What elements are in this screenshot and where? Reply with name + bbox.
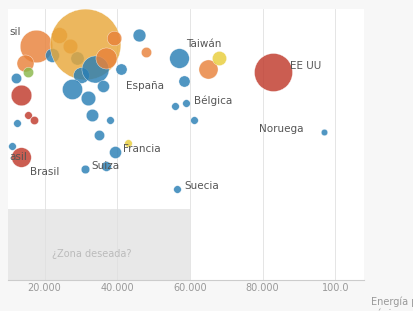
Text: ¿Zona deseada?: ¿Zona deseada?: [52, 249, 131, 259]
Point: [18, 92, 24, 97]
Text: sil: sil: [9, 27, 21, 37]
Point: [215, 55, 222, 60]
Point: [320, 129, 327, 134]
Point: [110, 35, 116, 40]
Text: Brasil: Brasil: [30, 167, 59, 177]
Point: [125, 141, 131, 146]
Point: [14, 121, 21, 126]
Point: [12, 75, 19, 80]
Point: [183, 101, 189, 106]
Text: España: España: [126, 81, 164, 91]
Point: [25, 112, 31, 117]
Point: [142, 49, 149, 54]
Point: [190, 118, 197, 123]
Point: [18, 155, 24, 160]
Text: Bélgica: Bélgica: [193, 95, 231, 106]
Text: Energía p
cápi: Energía p cápi: [370, 296, 413, 311]
Text: Suiza: Suiza: [92, 161, 120, 171]
Text: Noruega: Noruega: [259, 124, 303, 134]
Point: [204, 67, 211, 72]
Point: [66, 44, 73, 49]
Point: [74, 55, 81, 60]
Point: [69, 86, 75, 91]
Text: Francia: Francia: [122, 144, 160, 154]
Point: [175, 55, 182, 60]
Text: EE UU: EE UU: [289, 61, 320, 71]
Point: [48, 53, 55, 58]
Point: [112, 149, 119, 154]
Point: [9, 144, 15, 149]
Point: [103, 164, 109, 169]
Point: [81, 41, 88, 46]
Point: [78, 72, 84, 77]
Point: [173, 186, 180, 191]
Point: [56, 32, 62, 37]
Text: Taiwán: Taiwán: [186, 39, 221, 49]
Point: [21, 61, 28, 66]
Point: [99, 84, 106, 89]
Point: [81, 166, 88, 171]
Point: [30, 118, 37, 123]
Point: [85, 95, 91, 100]
Point: [270, 69, 276, 74]
Point: [92, 67, 99, 72]
Point: [103, 55, 109, 60]
Point: [117, 67, 124, 72]
Point: [32, 44, 39, 49]
Point: [135, 32, 142, 37]
Point: [181, 78, 188, 83]
Text: Suecia: Suecia: [184, 181, 219, 191]
Point: [95, 132, 102, 137]
Bar: [8, 209, 190, 280]
Point: [88, 112, 95, 117]
Point: [25, 69, 31, 74]
Point: [107, 118, 113, 123]
Text: asil: asil: [9, 152, 27, 162]
Point: [172, 104, 178, 109]
